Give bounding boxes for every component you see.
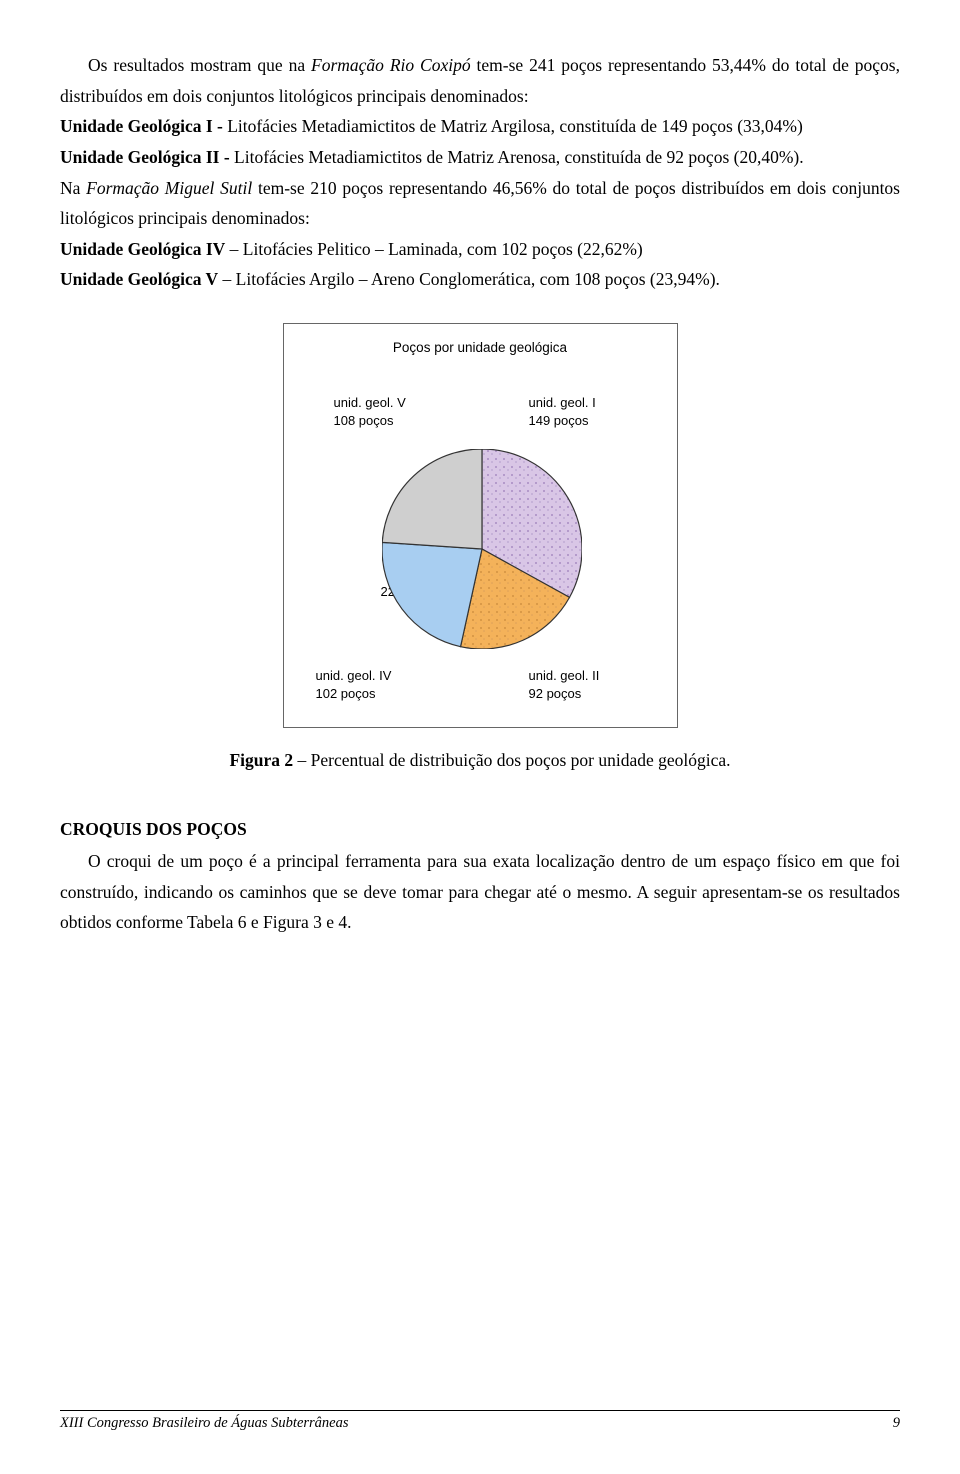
text: 108 poços xyxy=(334,413,394,428)
text: unid. geol. II xyxy=(529,668,600,683)
text-bold: Figura 2 xyxy=(229,750,293,770)
paragraph-3: Unidade Geológica II - Litofácies Metadi… xyxy=(60,142,900,173)
text-italic: Formação Rio Coxipó xyxy=(311,55,471,75)
footer-row: XIII Congresso Brasileiro de Águas Subte… xyxy=(60,1415,900,1432)
label-unit-i: unid. geol. I 149 poços xyxy=(529,394,596,429)
pie-slice-v xyxy=(382,449,482,549)
label-unit-iv: unid. geol. IV 102 poços xyxy=(316,667,392,702)
paragraph-5: Unidade Geológica IV – Litofácies Peliti… xyxy=(60,234,900,265)
footer-page-number: 9 xyxy=(893,1415,900,1432)
paragraph-4: Na Formação Miguel Sutil tem-se 210 poço… xyxy=(60,173,900,234)
paragraph-6: Unidade Geológica V – Litofácies Argilo … xyxy=(60,264,900,295)
text: – Percentual de distribuição dos poços p… xyxy=(293,750,730,770)
text: 102 poços xyxy=(316,686,376,701)
footer-rule xyxy=(60,1410,900,1411)
text: 92 poços xyxy=(529,686,582,701)
chart-title: Poços por unidade geológica xyxy=(284,340,677,355)
text-italic: Formação Miguel Sutil xyxy=(86,178,252,198)
text: Os resultados mostram que na xyxy=(88,55,311,75)
figure-container: Poços por unidade geológica unid. geol. … xyxy=(283,323,678,728)
label-unit-ii: unid. geol. II 92 poços xyxy=(529,667,600,702)
text: – Litofácies Pelitico – Laminada, com 10… xyxy=(225,239,642,259)
figure-caption: Figura 2 – Percentual de distribuição do… xyxy=(60,750,900,771)
text: Na xyxy=(60,178,86,198)
text: unid. geol. V xyxy=(334,395,406,410)
text: unid. geol. IV xyxy=(316,668,392,683)
paragraph-section2: O croqui de um poço é a principal ferram… xyxy=(60,846,900,938)
page-content: Os resultados mostram que na Formação Ri… xyxy=(60,50,900,938)
text-bold: Unidade Geológica II - xyxy=(60,147,234,167)
footer-left: XIII Congresso Brasileiro de Águas Subte… xyxy=(60,1415,349,1432)
text: Litofácies Metadiamictitos de Matriz Are… xyxy=(234,147,804,167)
page-footer: XIII Congresso Brasileiro de Águas Subte… xyxy=(60,1410,900,1432)
spacer xyxy=(60,295,900,323)
text: Litofácies Metadiamictitos de Matriz Arg… xyxy=(227,116,803,136)
label-unit-v: unid. geol. V 108 poços xyxy=(334,394,406,429)
text-bold: Unidade Geológica IV xyxy=(60,239,225,259)
pie-svg xyxy=(382,449,582,649)
section-heading: CROQUIS DOS POÇOS xyxy=(60,819,900,840)
text: – Litofácies Argilo – Areno Conglomeráti… xyxy=(218,269,720,289)
text-bold: Unidade Geológica I - xyxy=(60,116,227,136)
paragraph-2: Unidade Geológica I - Litofácies Metadia… xyxy=(60,111,900,142)
text: 149 poços xyxy=(529,413,589,428)
text: unid. geol. I xyxy=(529,395,596,410)
paragraph-1: Os resultados mostram que na Formação Ri… xyxy=(60,50,900,111)
pie-chart xyxy=(382,449,582,649)
text-bold: Unidade Geológica V xyxy=(60,269,218,289)
